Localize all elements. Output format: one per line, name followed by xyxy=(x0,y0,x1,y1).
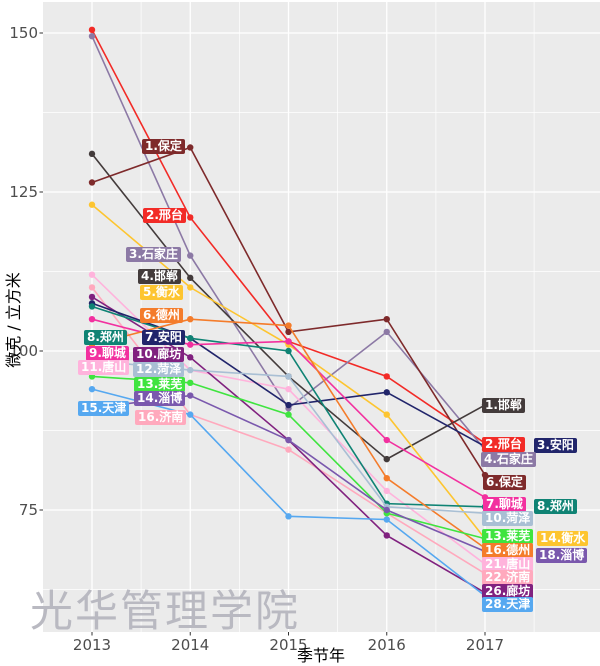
rank-label-2017-3.安阳: 3.安阳 xyxy=(534,438,577,453)
series-point-德州-2015 xyxy=(285,322,292,329)
rank-label-2014-6.德州: 6.德州 xyxy=(140,308,183,323)
series-point-唐山-2015 xyxy=(285,385,292,393)
rank-label-2014-5.衡水: 5.衡水 xyxy=(140,285,183,300)
rank-label-2014-7.安阳: 7.安阳 xyxy=(142,330,185,345)
series-point-保定-2016 xyxy=(383,316,390,323)
rank-label-2014-8.郑州: 8.郑州 xyxy=(84,330,127,345)
rank-label-2017-21.唐山: 21.唐山 xyxy=(482,557,534,572)
series-point-聊城-2016 xyxy=(383,436,390,444)
rank-label-2017-10.菏泽: 10.菏泽 xyxy=(482,511,534,526)
rank-label-2014-11.唐山: 11.唐山 xyxy=(78,360,130,375)
rank-label-2014-9.聊城: 9.聊城 xyxy=(86,346,129,361)
series-point-聊城-2015 xyxy=(285,338,292,345)
rank-label-2017-6.保定: 6.保定 xyxy=(483,475,526,490)
series-point-安阳-2016 xyxy=(383,389,390,396)
series-point-郑州-2014 xyxy=(187,335,194,342)
series-point-德州-2016 xyxy=(383,475,390,482)
series-point-衡水-2013 xyxy=(88,201,96,208)
rank-label-2014-12.菏泽: 12.菏泽 xyxy=(133,362,185,377)
series-point-郑州-2015 xyxy=(285,347,292,355)
rank-label-2017-28.天津: 28.天津 xyxy=(482,597,534,612)
series-point-邯郸-2016 xyxy=(383,455,390,463)
rank-label-2014-16.济南: 16.济南 xyxy=(135,410,187,425)
series-point-邯郸-2013 xyxy=(88,150,96,158)
rank-label-2014-4.邯郸: 4.邯郸 xyxy=(138,269,181,284)
rank-label-2017-7.聊城: 7.聊城 xyxy=(483,497,526,512)
series-point-安阳-2015 xyxy=(285,401,292,409)
series-point-邢台-2016 xyxy=(383,373,390,380)
rank-label-2017-4.石家庄: 4.石家庄 xyxy=(481,452,536,467)
rank-label-2014-3.石家庄: 3.石家庄 xyxy=(126,247,181,262)
x-tick-label: 2014 xyxy=(171,636,210,654)
series-point-廊坊-2014 xyxy=(187,354,194,361)
x-tick-label: 2015 xyxy=(269,636,308,654)
y-tick-label: 75 xyxy=(18,501,38,519)
series-point-石家庄-2014 xyxy=(187,252,194,259)
rank-label-2014-2.邢台: 2.邢台 xyxy=(143,208,186,223)
series-point-莱芜-2014 xyxy=(187,379,194,386)
rank-label-2014-1.保定: 1.保定 xyxy=(142,139,185,154)
series-point-保定-2013 xyxy=(88,179,96,186)
series-point-邢台-2014 xyxy=(187,214,194,221)
series-point-邯郸-2014 xyxy=(187,274,194,282)
rank-label-2017-14.衡水: 14.衡水 xyxy=(537,531,589,546)
rank-label-2017-16.德州: 16.德州 xyxy=(482,543,534,558)
series-point-衡水-2016 xyxy=(383,411,390,418)
series-point-保定-2014 xyxy=(187,144,194,151)
rank-label-2014-15.天津: 15.天津 xyxy=(78,401,130,416)
series-point-菏泽-2015 xyxy=(285,373,292,380)
series-point-莱芜-2015 xyxy=(285,411,292,418)
series-point-德州-2014 xyxy=(187,316,194,323)
series-point-邢台-2013 xyxy=(88,26,96,34)
series-point-菏泽-2014 xyxy=(187,366,194,374)
rank-label-2017-8.郑州: 8.郑州 xyxy=(534,499,577,514)
series-point-天津-2014 xyxy=(187,411,194,418)
series-point-聊城-2013 xyxy=(88,316,96,323)
y-tick-label: 150 xyxy=(9,24,38,42)
series-point-石家庄-2013 xyxy=(88,32,96,40)
series-point-石家庄-2016 xyxy=(383,328,390,336)
series-point-天津-2015 xyxy=(285,513,292,520)
rank-label-2017-18.淄博: 18.淄博 xyxy=(536,548,588,563)
series-point-淄博-2016 xyxy=(383,506,390,514)
series-point-廊坊-2013 xyxy=(88,293,96,301)
series-point-廊坊-2016 xyxy=(383,532,390,539)
rank-label-2014-13.莱芜: 13.莱芜 xyxy=(134,377,186,392)
rank-label-2017-1.邯郸: 1.邯郸 xyxy=(482,398,525,413)
series-point-保定-2015 xyxy=(285,328,292,336)
rank-label-2017-22.济南: 22.济南 xyxy=(482,570,534,585)
series-point-淄博-2014 xyxy=(187,392,194,399)
series-point-唐山-2016 xyxy=(383,487,390,495)
rank-label-2014-14.淄博: 14.淄博 xyxy=(134,391,186,406)
x-axis-title: 季节年 xyxy=(296,646,345,665)
x-tick-label: 2016 xyxy=(367,636,406,654)
series-point-天津-2016 xyxy=(383,516,390,523)
rank-label-2014-10.廊坊: 10.廊坊 xyxy=(133,347,185,362)
rank-label-2017-26.廊坊: 26.廊坊 xyxy=(482,584,534,599)
rank-label-2017-13.莱芜: 13.莱芜 xyxy=(482,529,534,544)
series-point-天津-2013 xyxy=(88,385,96,393)
y-tick-label: 125 xyxy=(9,183,38,201)
series-point-淄博-2015 xyxy=(285,436,292,444)
watermark: 光华管理学院 xyxy=(30,587,300,637)
x-tick-label: 2013 xyxy=(72,636,112,654)
rank-label-2017-2.邢台: 2.邢台 xyxy=(482,437,525,452)
series-point-聊城-2014 xyxy=(187,341,194,348)
y-tick-label: 100 xyxy=(9,342,38,360)
series-point-济南-2013 xyxy=(88,284,96,291)
series-point-唐山-2013 xyxy=(88,271,96,278)
series-point-郑州-2013 xyxy=(88,303,96,310)
series-point-济南-2015 xyxy=(285,446,292,453)
x-tick-label: 2017 xyxy=(465,636,505,654)
series-point-衡水-2014 xyxy=(187,284,194,291)
y-axis-title: 微克 / 立方米 xyxy=(4,272,23,368)
